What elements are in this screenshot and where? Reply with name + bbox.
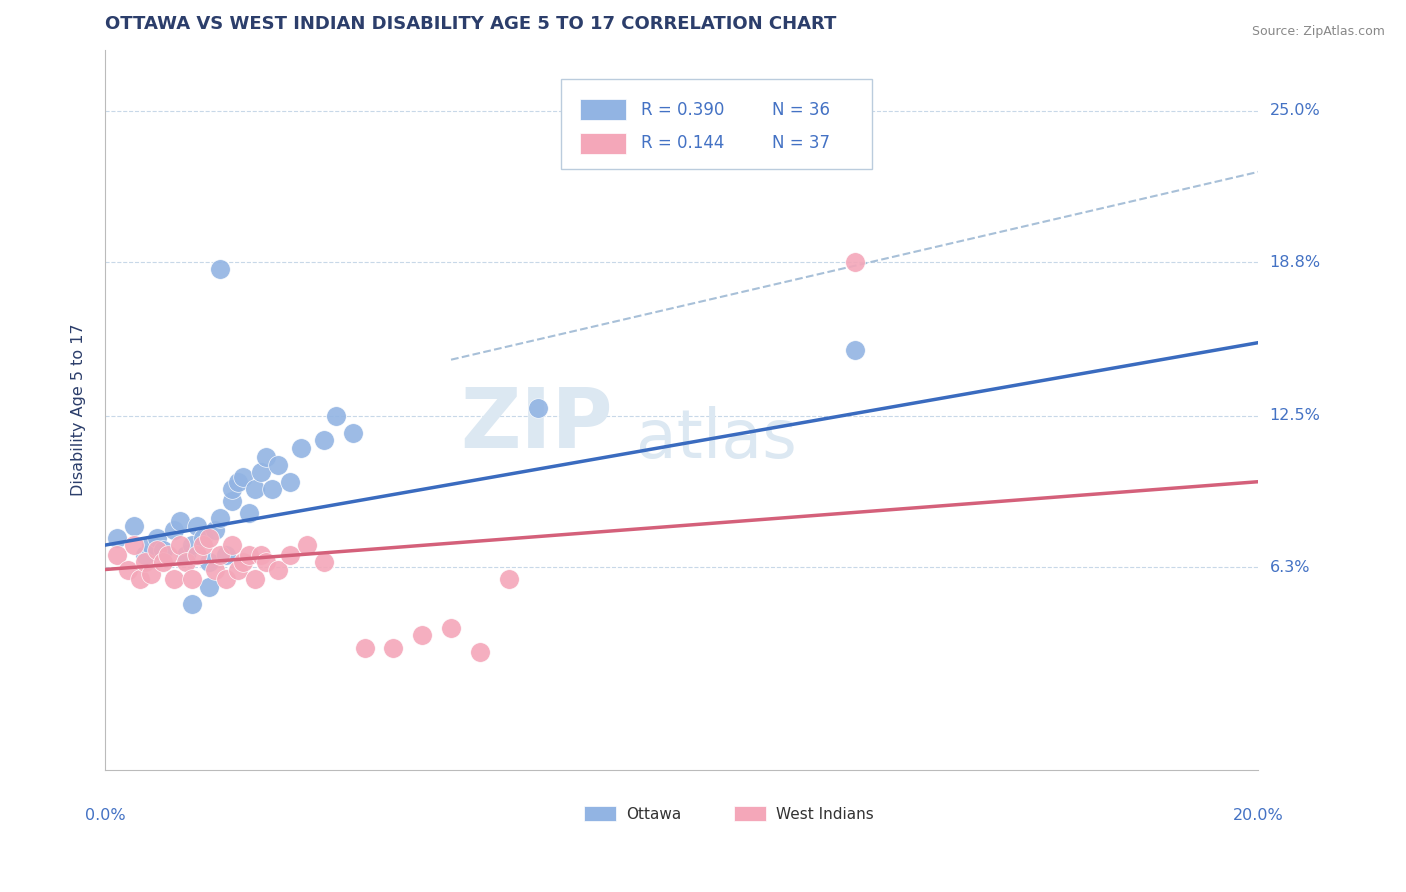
Point [238,548,260,562]
Point [267,458,290,472]
Point [226,562,249,576]
Point [844,343,866,357]
Point [169,514,191,528]
Point [353,640,375,655]
Point [440,621,463,635]
Text: atlas: atlas [636,406,796,472]
Point [226,475,249,489]
Point [209,511,232,525]
Text: N = 37: N = 37 [772,135,830,153]
Point [198,555,221,569]
Text: 18.8%: 18.8% [1270,254,1320,269]
Point [152,555,174,569]
Text: 6.3%: 6.3% [1270,559,1310,574]
FancyBboxPatch shape [561,78,872,169]
Point [498,572,520,586]
Point [186,518,208,533]
Text: West Indians: West Indians [776,806,875,822]
Point [134,555,156,569]
Point [382,640,405,655]
Point [105,531,128,545]
Point [209,548,232,562]
FancyBboxPatch shape [734,805,766,822]
Point [256,555,278,569]
Point [174,548,197,562]
Point [117,562,139,576]
Point [169,538,191,552]
Text: N = 36: N = 36 [772,101,830,119]
Point [278,475,301,489]
Point [411,628,433,642]
Point [221,538,243,552]
Point [204,524,226,538]
Point [122,538,145,552]
Point [139,567,162,582]
Point [215,548,238,562]
Text: 12.5%: 12.5% [1270,409,1320,424]
Point [186,548,208,562]
Text: 25.0%: 25.0% [1270,103,1320,119]
Point [844,255,866,269]
Y-axis label: Disability Age 5 to 17: Disability Age 5 to 17 [72,324,86,496]
Point [278,548,301,562]
Point [105,548,128,562]
Point [139,538,162,552]
Point [180,572,202,586]
Point [146,543,169,558]
Point [232,555,254,569]
Point [468,645,491,659]
Point [243,482,266,496]
Point [191,538,214,552]
Point [325,409,347,423]
Text: Source: ZipAtlas.com: Source: ZipAtlas.com [1251,25,1385,38]
Point [198,531,221,545]
Point [232,470,254,484]
Text: OTTAWA VS WEST INDIAN DISABILITY AGE 5 TO 17 CORRELATION CHART: OTTAWA VS WEST INDIAN DISABILITY AGE 5 T… [105,15,837,33]
Text: ZIP: ZIP [460,384,613,465]
Text: R = 0.144: R = 0.144 [641,135,724,153]
Point [249,548,271,562]
Point [180,538,202,552]
Point [249,465,271,479]
Point [262,482,284,496]
Point [209,262,232,277]
Point [290,441,312,455]
Point [122,518,145,533]
Point [314,434,336,448]
FancyBboxPatch shape [581,99,626,120]
Point [243,572,266,586]
Point [314,555,336,569]
FancyBboxPatch shape [583,805,616,822]
Point [198,580,221,594]
Point [146,531,169,545]
Point [134,548,156,562]
Point [163,524,186,538]
Point [163,572,186,586]
Text: 0.0%: 0.0% [84,808,125,823]
Point [191,531,214,545]
Text: 20.0%: 20.0% [1233,808,1284,823]
Point [295,538,318,552]
Text: R = 0.390: R = 0.390 [641,101,724,119]
Point [256,450,278,465]
FancyBboxPatch shape [581,133,626,154]
Point [267,562,290,576]
Point [215,572,238,586]
Point [157,548,180,562]
Point [526,401,548,416]
Point [152,543,174,558]
Point [238,507,260,521]
Text: Ottawa: Ottawa [626,806,682,822]
Point [342,425,364,440]
Point [221,494,243,508]
Point [174,555,197,569]
Point [204,562,226,576]
Point [180,597,202,611]
Point [128,572,150,586]
Point [221,482,243,496]
